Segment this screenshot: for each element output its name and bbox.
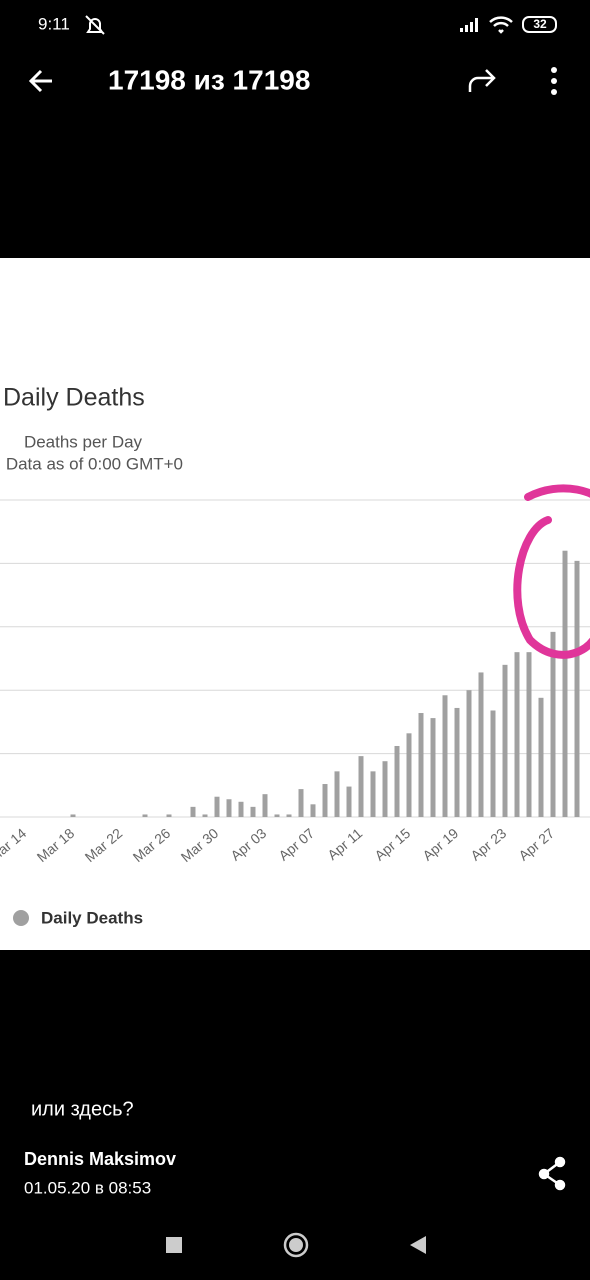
- legend-marker: [13, 910, 29, 926]
- bar: [190, 806, 196, 817]
- bar: [466, 690, 472, 817]
- bar: [406, 733, 412, 817]
- share-icon[interactable]: [538, 1156, 566, 1191]
- status-time: 9:11: [38, 14, 70, 33]
- signal-icon: [460, 18, 478, 32]
- bar: [562, 550, 568, 817]
- bar: [442, 695, 448, 817]
- bar: [226, 799, 232, 817]
- bar: [310, 804, 316, 817]
- bar: [214, 796, 220, 817]
- bar: [274, 814, 280, 817]
- lower-area: [0, 950, 590, 1280]
- battery-icon: [522, 16, 557, 33]
- mute-icon: [85, 15, 105, 35]
- wifi-icon: [489, 16, 513, 34]
- bar: [574, 560, 580, 817]
- caption: или здесь?: [31, 1098, 134, 1120]
- bar: [538, 697, 544, 817]
- back-button[interactable]: [28, 69, 52, 93]
- bar: [418, 713, 424, 817]
- bar: [334, 771, 340, 817]
- bar: [514, 652, 520, 817]
- bar: [394, 745, 400, 817]
- bar: [358, 756, 364, 817]
- bar: [250, 806, 256, 817]
- bar: [238, 801, 244, 817]
- nav-home-dot: [289, 1238, 303, 1252]
- date: 01.05.20 в 08:53: [24, 1178, 151, 1197]
- legend-label[interactable]: Daily Deaths: [41, 908, 143, 927]
- header-title: 17198 из 17198: [108, 64, 310, 95]
- menu-button[interactable]: [551, 67, 557, 95]
- nav-recent[interactable]: [166, 1237, 182, 1253]
- battery-level: 32: [533, 17, 547, 31]
- chart-subtitle: Deaths per Day: [24, 432, 143, 451]
- bar: [286, 814, 292, 817]
- chart-note: Data as of 0:00 GMT+0: [6, 454, 183, 473]
- bar: [298, 789, 304, 817]
- author: Dennis Maksimov: [24, 1149, 176, 1169]
- bar: [490, 710, 496, 817]
- bar: [70, 814, 76, 817]
- bar: [262, 794, 268, 817]
- bar: [478, 672, 484, 817]
- share-button[interactable]: [468, 69, 496, 92]
- nav-home[interactable]: [283, 1232, 309, 1258]
- bar: [346, 786, 352, 817]
- bar: [430, 718, 436, 817]
- bar: [202, 814, 208, 817]
- bar: [550, 631, 556, 817]
- annotation-circle: [513, 484, 590, 659]
- bar: [382, 761, 388, 817]
- bar: [454, 707, 460, 817]
- bar: [526, 652, 532, 817]
- bar: [370, 771, 376, 817]
- bar: [142, 814, 148, 817]
- chart-title: Daily Deaths: [3, 384, 145, 412]
- image-panel: [0, 258, 590, 950]
- bar: [166, 814, 172, 817]
- nav-back[interactable]: [410, 1236, 426, 1254]
- bar: [322, 784, 328, 817]
- bar: [502, 664, 508, 817]
